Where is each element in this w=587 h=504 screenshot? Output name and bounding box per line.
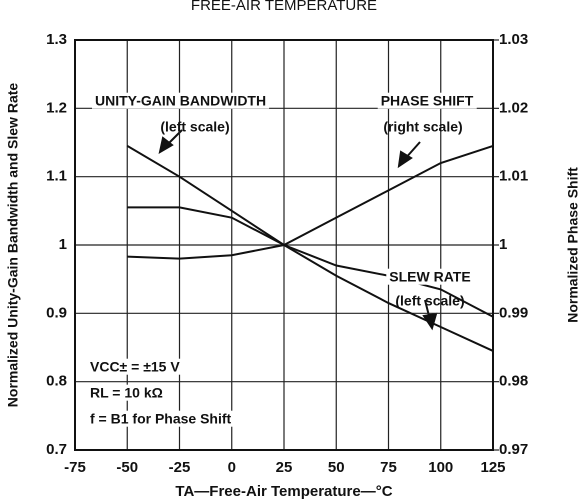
label-bg bbox=[377, 92, 477, 109]
label-bg bbox=[87, 358, 184, 375]
series-line bbox=[127, 144, 494, 260]
y-tick-label: 0.8 bbox=[46, 373, 67, 390]
x-tick-label: 100 bbox=[428, 459, 453, 476]
y2-tick-label: 1 bbox=[499, 236, 507, 253]
label-bg bbox=[92, 92, 270, 109]
chart-title: FREE-AIR TEMPERATURE bbox=[191, 0, 377, 14]
arrow-head bbox=[397, 150, 413, 169]
label-bg bbox=[87, 384, 166, 401]
y2-tick-label: 0.97 bbox=[499, 441, 528, 458]
y-tick-label: 1 bbox=[59, 236, 67, 253]
annotation: RL = 10 kΩ bbox=[90, 385, 163, 401]
x-tick-label: 25 bbox=[276, 459, 293, 476]
y2-tick-label: 1.02 bbox=[499, 99, 528, 116]
y-tick-label: 0.9 bbox=[46, 304, 67, 321]
y-tick-label: 1.3 bbox=[46, 31, 67, 48]
plot-frame bbox=[74, 39, 494, 451]
y-tick-label: 1.2 bbox=[46, 99, 67, 116]
x-tick-label: 0 bbox=[228, 459, 236, 476]
x-axis-label: TA—Free-Air Temperature—°C bbox=[175, 483, 392, 500]
label-bg bbox=[87, 410, 235, 427]
x-tick-label: 50 bbox=[328, 459, 345, 476]
x-tick-label: 125 bbox=[480, 459, 505, 476]
x-tick-label: -25 bbox=[169, 459, 191, 476]
annotation: (right scale) bbox=[383, 119, 462, 135]
y2-tick-label: 0.99 bbox=[499, 304, 528, 321]
x-tick-label: -75 bbox=[64, 459, 86, 476]
annotation: VCC± = ±15 V bbox=[90, 359, 180, 375]
annotation: SLEW RATE bbox=[389, 269, 470, 285]
annotation: (left scale) bbox=[160, 119, 229, 135]
arrow-head bbox=[158, 136, 174, 155]
y-tick-label: 0.7 bbox=[46, 441, 67, 458]
y2-tick-label: 0.98 bbox=[499, 373, 528, 390]
series-line bbox=[126, 145, 494, 352]
y2-tick-label: 1.01 bbox=[499, 168, 528, 185]
x-tick-label: 75 bbox=[380, 459, 397, 476]
y-axis-label: Normalized Unity-Gain Bandwidth and Slew… bbox=[5, 83, 21, 408]
label-bg bbox=[386, 268, 474, 285]
series-line bbox=[127, 206, 494, 318]
annotation: f = B1 for Phase Shift bbox=[90, 411, 232, 427]
x-tick-label: -50 bbox=[116, 459, 138, 476]
annotation: UNITY-GAIN BANDWIDTH bbox=[95, 93, 266, 109]
y2-axis-label: Normalized Phase Shift bbox=[565, 167, 581, 323]
y2-tick-label: 1.03 bbox=[499, 31, 528, 48]
annotation: (left scale) bbox=[395, 293, 464, 309]
annotation: PHASE SHIFT bbox=[381, 93, 474, 109]
y-tick-label: 1.1 bbox=[46, 168, 67, 185]
